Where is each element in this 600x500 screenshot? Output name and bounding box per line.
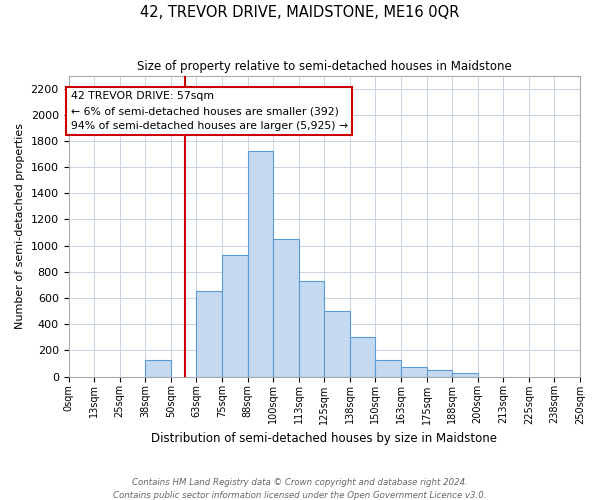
- Bar: [401, 366, 427, 376]
- Y-axis label: Number of semi-detached properties: Number of semi-detached properties: [15, 123, 25, 329]
- Bar: [145, 360, 171, 376]
- Bar: [452, 372, 478, 376]
- Bar: [350, 336, 376, 376]
- Text: 42 TREVOR DRIVE: 57sqm
← 6% of semi-detached houses are smaller (392)
94% of sem: 42 TREVOR DRIVE: 57sqm ← 6% of semi-deta…: [71, 92, 347, 131]
- Text: Contains HM Land Registry data © Crown copyright and database right 2024.
Contai: Contains HM Land Registry data © Crown c…: [113, 478, 487, 500]
- Bar: [248, 151, 273, 376]
- X-axis label: Distribution of semi-detached houses by size in Maidstone: Distribution of semi-detached houses by …: [151, 432, 497, 445]
- Bar: [196, 292, 222, 376]
- Bar: [427, 370, 452, 376]
- Bar: [324, 311, 350, 376]
- Text: 42, TREVOR DRIVE, MAIDSTONE, ME16 0QR: 42, TREVOR DRIVE, MAIDSTONE, ME16 0QR: [140, 5, 460, 20]
- Bar: [299, 281, 324, 376]
- Bar: [222, 256, 248, 376]
- Title: Size of property relative to semi-detached houses in Maidstone: Size of property relative to semi-detach…: [137, 60, 512, 73]
- Bar: [376, 360, 401, 376]
- Bar: [273, 239, 299, 376]
